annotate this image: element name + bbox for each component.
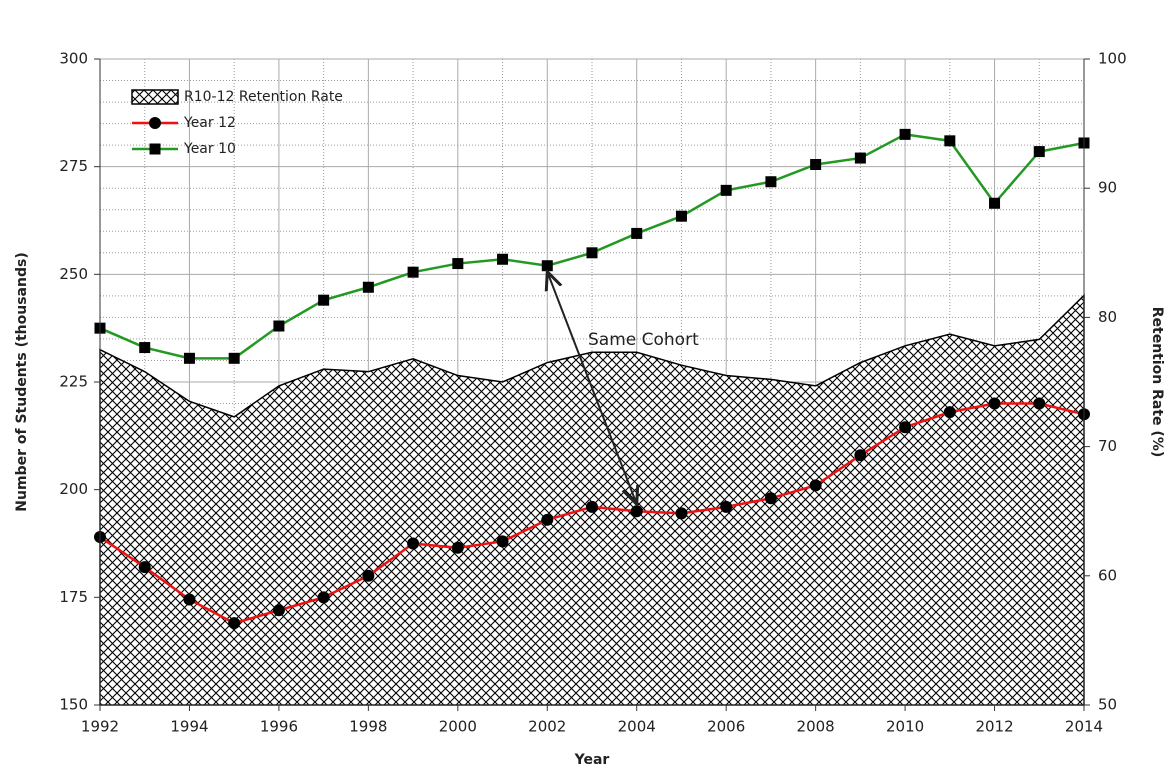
marker [720,184,732,196]
legend-marker [149,143,161,155]
marker [273,320,285,332]
x-tick-label: 1996 [260,718,298,736]
legend-swatch [131,89,179,105]
y2-axis-label: Retention Rate (%) [1149,307,1165,458]
y-tick-label: 275 [59,157,88,175]
marker [630,505,643,518]
marker [675,210,687,222]
x-tick-label: 1998 [349,718,387,736]
y-tick-label: 250 [59,265,88,283]
legend-label: Year 10 [183,141,236,157]
marker [720,500,733,513]
x-tick-label: 2000 [439,718,477,736]
x-tick-label: 1994 [170,718,208,736]
area [99,293,1085,706]
y2-tick-label: 60 [1098,566,1117,584]
marker [988,397,1001,410]
marker [362,281,374,293]
x-tick-label: 2006 [707,718,745,736]
marker [765,176,777,188]
marker [764,492,777,505]
marker [451,541,464,554]
marker [228,352,240,364]
x-tick-label: 2008 [797,718,835,736]
x-tick-label: 2010 [886,718,924,736]
marker [899,421,912,434]
marker [139,342,151,354]
marker [631,227,643,239]
marker [497,253,509,265]
y-tick-label: 175 [59,588,88,606]
marker [183,593,196,606]
y-tick-label: 150 [59,696,88,714]
y-axis-label: Number of Students (thousands) [14,252,30,511]
marker [586,500,598,513]
marker [183,352,195,364]
marker [541,513,554,526]
marker [317,591,330,604]
marker [272,604,285,617]
x-tick-label: 2014 [1065,718,1103,736]
marker [989,197,1001,209]
y-tick-label: 225 [59,373,88,391]
marker [407,266,419,278]
x-tick-label: 2012 [975,718,1013,736]
x-axis-label: Year [574,752,610,768]
marker [1033,397,1046,410]
marker [362,569,375,582]
marker [318,294,330,306]
marker [407,537,420,550]
marker [496,535,509,548]
legend-label: Year 12 [183,115,236,131]
y2-tick-label: 50 [1098,696,1117,714]
legend-label: R10-12 Retention Rate [184,89,343,105]
annotation: Same Cohort [588,330,699,350]
x-tick-label: 2004 [618,718,656,736]
marker [675,507,688,520]
marker [943,406,956,419]
y2-tick-label: 100 [1098,50,1127,68]
marker [854,152,866,164]
y-tick-label: 200 [59,480,88,498]
y-tick-label: 300 [59,50,88,68]
legend-marker [149,117,161,129]
marker [1033,146,1045,158]
legend: R10-12 Retention Rate Year 12 Year 10 [131,89,343,157]
y2-tick-label: 90 [1098,179,1117,197]
x-tick-label: 1992 [81,718,119,736]
marker [586,247,598,259]
marker [541,260,553,272]
annotation-arrow [547,272,636,504]
y2-tick-label: 80 [1098,308,1117,326]
marker [899,128,911,140]
marker [138,561,151,574]
y2-tick-label: 70 [1098,437,1117,455]
marker [810,159,822,171]
marker [452,258,464,270]
x-tick-label: 2002 [528,718,566,736]
marker [854,449,867,462]
marker [809,479,822,492]
marker [228,617,241,630]
marker [944,135,956,147]
